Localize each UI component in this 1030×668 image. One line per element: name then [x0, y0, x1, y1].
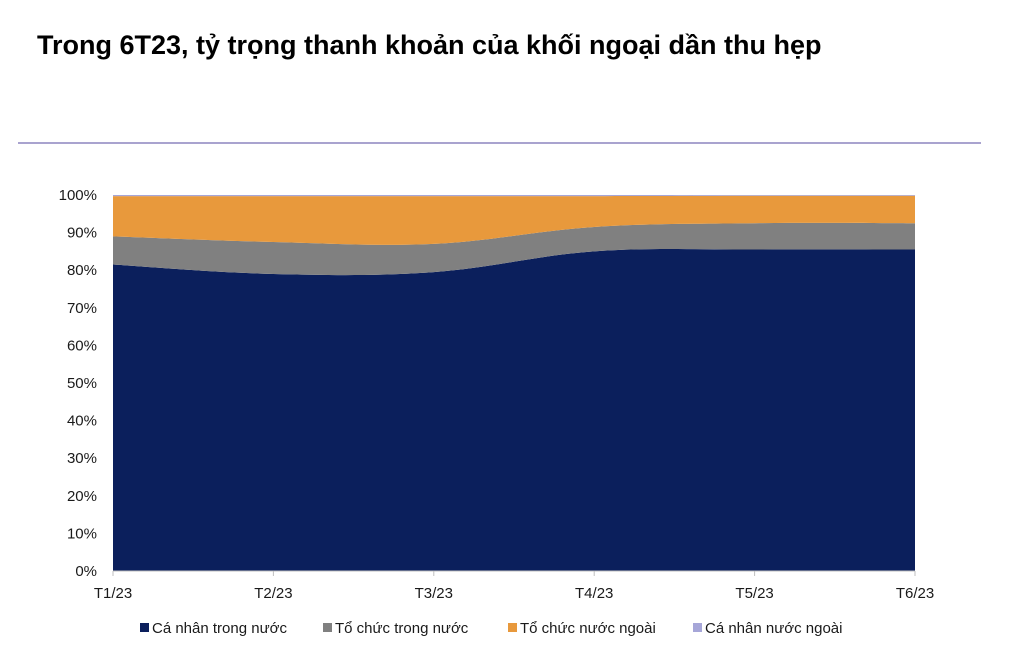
legend-item-ca-nhan-trong-nuoc: Cá nhân trong nước: [140, 620, 287, 637]
y-tick-label: 70%: [67, 300, 97, 317]
legend-swatch: [693, 623, 702, 632]
legend-swatch: [323, 623, 332, 632]
y-tick-label: 10%: [67, 525, 97, 542]
y-tick-label: 60%: [67, 337, 97, 354]
y-tick-label: 50%: [67, 375, 97, 392]
y-tick-label: 20%: [67, 488, 97, 505]
area-to-chuc-trong-nuoc: [113, 222, 915, 276]
legend-swatch: [508, 623, 517, 632]
x-tick-label: T1/23: [94, 585, 132, 602]
chart-title: Trong 6T23, tỷ trọng thanh khoản của khố…: [37, 30, 822, 60]
x-tick-label: T2/23: [254, 585, 292, 602]
legend-item-to-chuc-trong-nuoc: Tổ chức trong nước: [323, 620, 469, 637]
legend-label: Tổ chức nước ngoài: [520, 620, 656, 637]
y-tick-label: 80%: [67, 262, 97, 279]
y-tick-label: 30%: [67, 450, 97, 467]
title-divider: [18, 142, 981, 144]
y-tick-label: 90%: [67, 225, 97, 242]
x-tick-label: T6/23: [896, 585, 934, 602]
area-ca-nhan-nuoc-ngoai: [113, 195, 915, 197]
y-tick-label: 0%: [75, 563, 97, 580]
legend: Cá nhân trong nước Tổ chức trong nước Tổ c…: [140, 620, 842, 637]
area-ca-nhan-trong-nuoc: [113, 249, 915, 572]
y-tick-label: 100%: [59, 187, 97, 204]
area-layers: [113, 195, 915, 572]
legend-swatch: [140, 623, 149, 632]
legend-label: Tổ chức trong nước: [335, 620, 469, 637]
legend-item-to-chuc-nuoc-ngoai: Tổ chức nước ngoài: [508, 620, 656, 637]
legend-label: Cá nhân trong nước: [152, 620, 287, 637]
legend-item-ca-nhan-nuoc-ngoai: Cá nhân nước ngoài: [693, 620, 842, 637]
axes: 0% 10% 20% 30% 40% 50% 60% 70% 80% 90% 100% T1/23 T2…: [59, 187, 935, 602]
x-tick-label: T3/23: [415, 585, 453, 602]
x-tick-label: T4/23: [575, 585, 613, 602]
y-tick-label: 40%: [67, 413, 97, 430]
legend-label: Cá nhân nước ngoài: [705, 620, 842, 637]
area-to-chuc-nuoc-ngoai: [113, 195, 915, 245]
x-tick-label: T5/23: [735, 585, 773, 602]
